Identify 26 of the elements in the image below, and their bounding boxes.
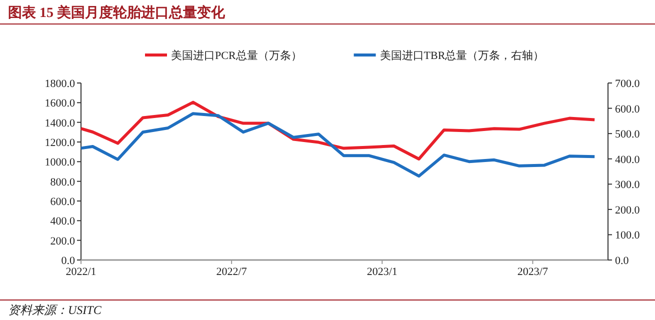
y-tick-label: 1600.0 [44,98,76,110]
legend-label: 美国进口PCR总量（万条） [171,49,302,62]
y-tick-label: 200.0 [50,235,76,248]
x-tick-label: 2022/1 [66,266,96,278]
x-tick-label: 2023/7 [517,266,548,278]
y2-tick-label: 300.0 [615,179,640,192]
chart-title: 图表 15 美国月度轮胎进口总量变化 [8,4,226,21]
y2-tick-label: 600.0 [615,103,640,116]
y2-tick-label: 700.0 [615,78,640,90]
y2-tick-label: 0.0 [615,255,630,267]
y-tick-label: 400.0 [50,216,76,228]
y2-tick-label: 400.0 [615,154,640,166]
x-tick-label: 2023/1 [366,266,398,278]
y-tick-label: 600.0 [50,196,76,208]
y2-tick-label: 200.0 [615,204,640,216]
y-tick-label: 1200.0 [44,137,76,149]
text: 资料来源：USITC [8,303,102,317]
y-tick-label: 1000.0 [44,156,76,169]
y-tick-label: 1400.0 [44,117,76,130]
y-tick-label: 1800.0 [44,78,76,90]
x-tick-label: 2022/7 [216,266,248,278]
y2-tick-label: 500.0 [615,128,640,141]
legend-label: 美国进口TBR总量（万条，右轴） [380,49,544,62]
y-tick-label: 800.0 [50,176,76,188]
y-tick-label: 0.0 [61,255,76,267]
y2-tick-label: 100.0 [615,230,640,242]
